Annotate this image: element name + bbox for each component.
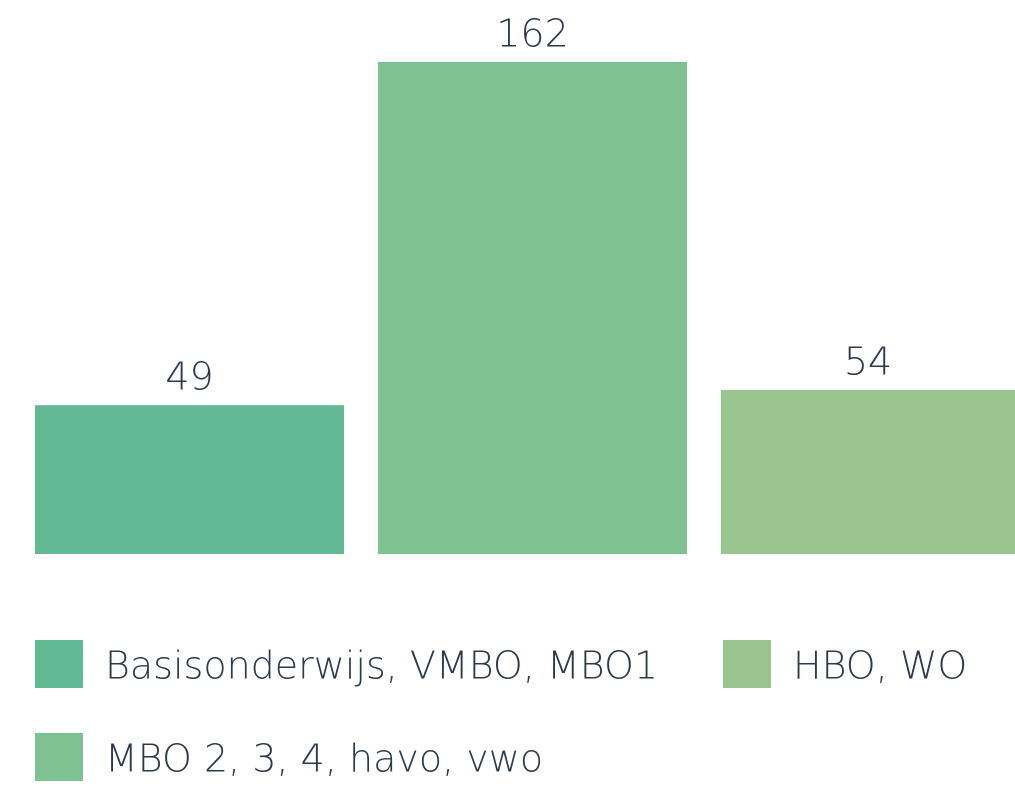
value-label: 54 (844, 340, 892, 384)
bar (378, 62, 687, 554)
value-label: 49 (165, 355, 213, 399)
value-label: 162 (496, 12, 569, 56)
legend-swatch (35, 733, 83, 781)
legend-label: HBO, WO (793, 644, 967, 688)
legend-label: MBO 2, 3, 4, havo, vwo (105, 737, 543, 781)
legend-swatch (723, 640, 771, 688)
bar (35, 405, 344, 554)
legend-label: Basisonderwijs, VMBO, MBO1 (105, 644, 658, 688)
bar (721, 390, 1015, 554)
legend-swatch (35, 640, 83, 688)
